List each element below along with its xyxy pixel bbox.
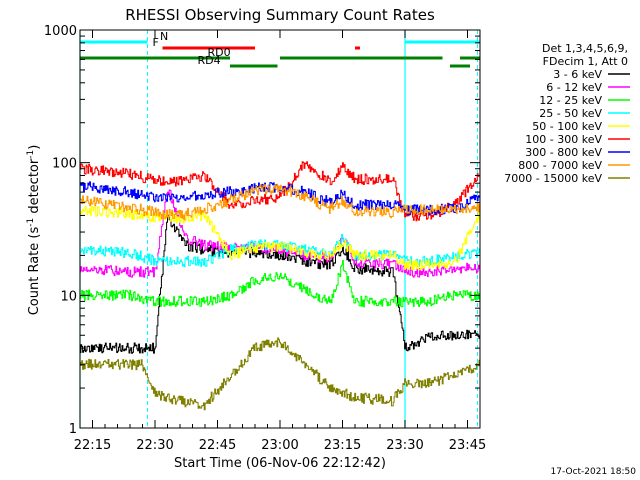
legend: Det 1,3,4,5,6,9,FDecim 1, Att 03 - 6 keV… [504, 42, 630, 185]
series-line-7000-15000-kev [80, 337, 481, 411]
y-axis-label-part2: detector [27, 158, 42, 218]
y-axis-label-part1: Count Rate (s [27, 227, 42, 316]
y-tick-label: 1 [69, 422, 77, 437]
y-tick-label: 1000 [44, 24, 77, 39]
status-label-n: N [160, 30, 168, 43]
legend-label-25-50-kev: 25 - 50 keV [539, 107, 602, 120]
status-label-rd4: RD4 [198, 54, 221, 67]
legend-label-300-800-kev: 300 - 800 keV [525, 146, 602, 159]
x-tick-label: 23:30 [386, 438, 423, 453]
series-300-800-kev [80, 181, 481, 216]
series-line-6-12-kev [80, 189, 481, 278]
series-line-800-7000-kev [80, 183, 481, 221]
y-tick-label: 10 [60, 289, 77, 304]
series-6-12-kev [80, 189, 481, 278]
series-line-25-50-kev [80, 234, 481, 268]
chart-title: RHESSI Observing Summary Count Rates [125, 6, 435, 24]
x-tick-label: 23:15 [324, 438, 361, 453]
status-bar-f: F [153, 36, 360, 50]
legend-label-50-100-kev: 50 - 100 keV [532, 120, 602, 133]
series-3-6-kev [80, 214, 481, 354]
legend-label-12-25-kev: 12 - 25 keV [539, 94, 602, 107]
status-bar-rd4: RD4 [198, 54, 470, 68]
series-line-3-6-kev [80, 214, 481, 354]
y-tick-label: 100 [52, 157, 77, 172]
y-axis: 1 10 100 1000 [44, 24, 480, 437]
status-bar-rd0: RD0 [80, 46, 480, 60]
plot-frame [79, 29, 481, 429]
series-line-100-300-kev [80, 161, 481, 222]
legend-header-1: FDecim 1, Att 0 [543, 55, 628, 68]
legend-label-800-7000-kev: 800 - 7000 keV [518, 159, 602, 172]
x-axis: 22:15 22:30 22:45 23:00 23:15 23:30 23:45 [74, 30, 486, 453]
legend-label-3-6-kev: 3 - 6 keV [553, 68, 602, 81]
series-25-50-kev [80, 234, 481, 268]
generation-timestamp: 17-Oct-2021 18:50 [551, 467, 637, 477]
series-100-300-kev [80, 161, 481, 222]
x-axis-label: Start Time (06-Nov-06 22:12:42) [174, 456, 386, 471]
series-line-300-800-kev [80, 181, 481, 216]
status-bar-n: N [80, 30, 480, 44]
x-tick-label: 22:15 [74, 438, 111, 453]
legend-label-6-12-kev: 6 - 12 keV [546, 81, 602, 94]
status-label-f: F [153, 36, 159, 49]
series-7000-15000-kev [80, 337, 481, 411]
series-line-12-25-kev [80, 260, 481, 308]
y-axis-label-part3: ) [27, 145, 42, 150]
legend-label-100-300-kev: 100 - 300 keV [525, 133, 602, 146]
x-tick-label: 23:45 [449, 438, 486, 453]
y-axis-label: Count Rate (s-1 detector-1) [26, 145, 42, 316]
y-axis-label-sup1: -1 [26, 218, 36, 227]
legend-label-7000-15000-kev: 7000 - 15000 keV [504, 172, 602, 185]
x-tick-label: 22:30 [136, 438, 173, 453]
series-800-7000-kev [80, 183, 481, 221]
series-12-25-kev [80, 260, 481, 308]
x-tick-label: 23:00 [261, 438, 298, 453]
y-axis-label-sup2: -1 [26, 150, 36, 159]
legend-header-0: Det 1,3,4,5,6,9, [542, 42, 628, 55]
x-tick-label: 22:45 [199, 438, 236, 453]
status-label-rd0: RD0 [208, 46, 231, 59]
